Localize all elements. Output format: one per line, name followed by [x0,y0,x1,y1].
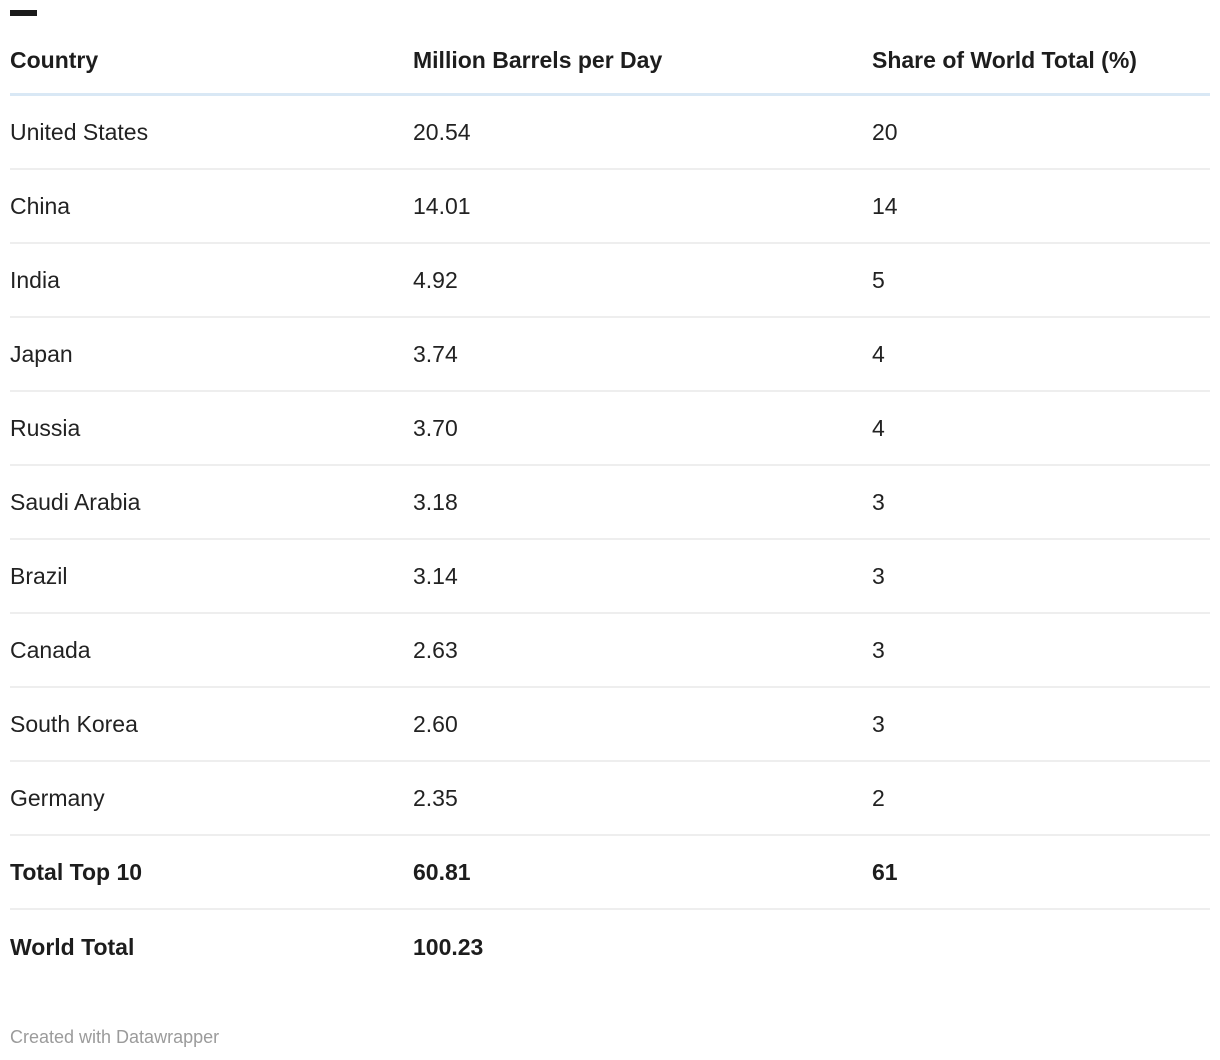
table-row: Germany 2.35 2 [10,762,1210,836]
table-row: Japan 3.74 4 [10,318,1210,392]
cell-total-label: Total Top 10 [10,859,143,885]
cell-world-total-value: 100.23 [413,934,484,960]
cell-country: India [10,267,60,293]
cell-share: 5 [872,267,885,293]
cell-total-value: 60.81 [413,859,471,885]
cell-country: Brazil [10,563,68,589]
cell-share: 3 [872,563,885,589]
cell-share: 3 [872,489,885,515]
cell-million-barrels: 3.18 [413,489,458,515]
table-row-total-top10: Total Top 10 60.81 61 [10,836,1210,910]
column-header-share: Share of World Total (%) [872,47,1137,73]
table-row: Saudi Arabia 3.18 3 [10,466,1210,540]
table-row: China 14.01 14 [10,170,1210,244]
cell-country: South Korea [10,711,138,737]
table-row-world-total: World Total 100.23 [10,910,1210,984]
cell-million-barrels: 2.35 [413,785,458,811]
column-header-million-barrels: Million Barrels per Day [413,47,663,73]
cell-million-barrels: 3.14 [413,563,458,589]
cell-million-barrels: 3.70 [413,415,458,441]
footer: Created with Datawrapper [10,1026,1210,1048]
cell-total-share: 61 [872,859,898,885]
cell-million-barrels: 20.54 [413,119,471,145]
table-row: United States 20.54 20 [10,96,1210,170]
cell-country: Saudi Arabia [10,489,141,515]
cell-million-barrels: 2.63 [413,637,458,663]
cell-share: 20 [872,119,898,145]
table-row: India 4.92 5 [10,244,1210,318]
cell-million-barrels: 3.74 [413,341,458,367]
cell-share: 3 [872,637,885,663]
table-row: Brazil 3.14 3 [10,540,1210,614]
cell-country: China [10,193,71,219]
cell-country: Canada [10,637,91,663]
cell-country: Russia [10,415,81,441]
table-row: South Korea 2.60 3 [10,688,1210,762]
data-table: Country Million Barrels per Day Share of… [10,0,1210,984]
cell-world-total-label: World Total [10,934,135,960]
cell-million-barrels: 14.01 [413,193,471,219]
cell-share: 4 [872,341,885,367]
cell-country: Germany [10,785,105,811]
cell-share: 2 [872,785,885,811]
cell-share: 4 [872,415,885,441]
cell-share: 14 [872,193,898,219]
cell-country: United States [10,119,149,145]
cell-million-barrels: 2.60 [413,711,458,737]
table-header-row: Country Million Barrels per Day Share of… [10,0,1210,96]
column-header-country: Country [10,47,99,73]
table-row: Russia 3.70 4 [10,392,1210,466]
title-dash [10,10,37,16]
cell-country: Japan [10,341,73,367]
table-row: Canada 2.63 3 [10,614,1210,688]
cell-share: 3 [872,711,885,737]
table-body: United States 20.54 20 China 14.01 14 In… [10,96,1210,836]
cell-million-barrels: 4.92 [413,267,458,293]
datawrapper-credit-link[interactable]: Created with Datawrapper [10,1027,220,1047]
